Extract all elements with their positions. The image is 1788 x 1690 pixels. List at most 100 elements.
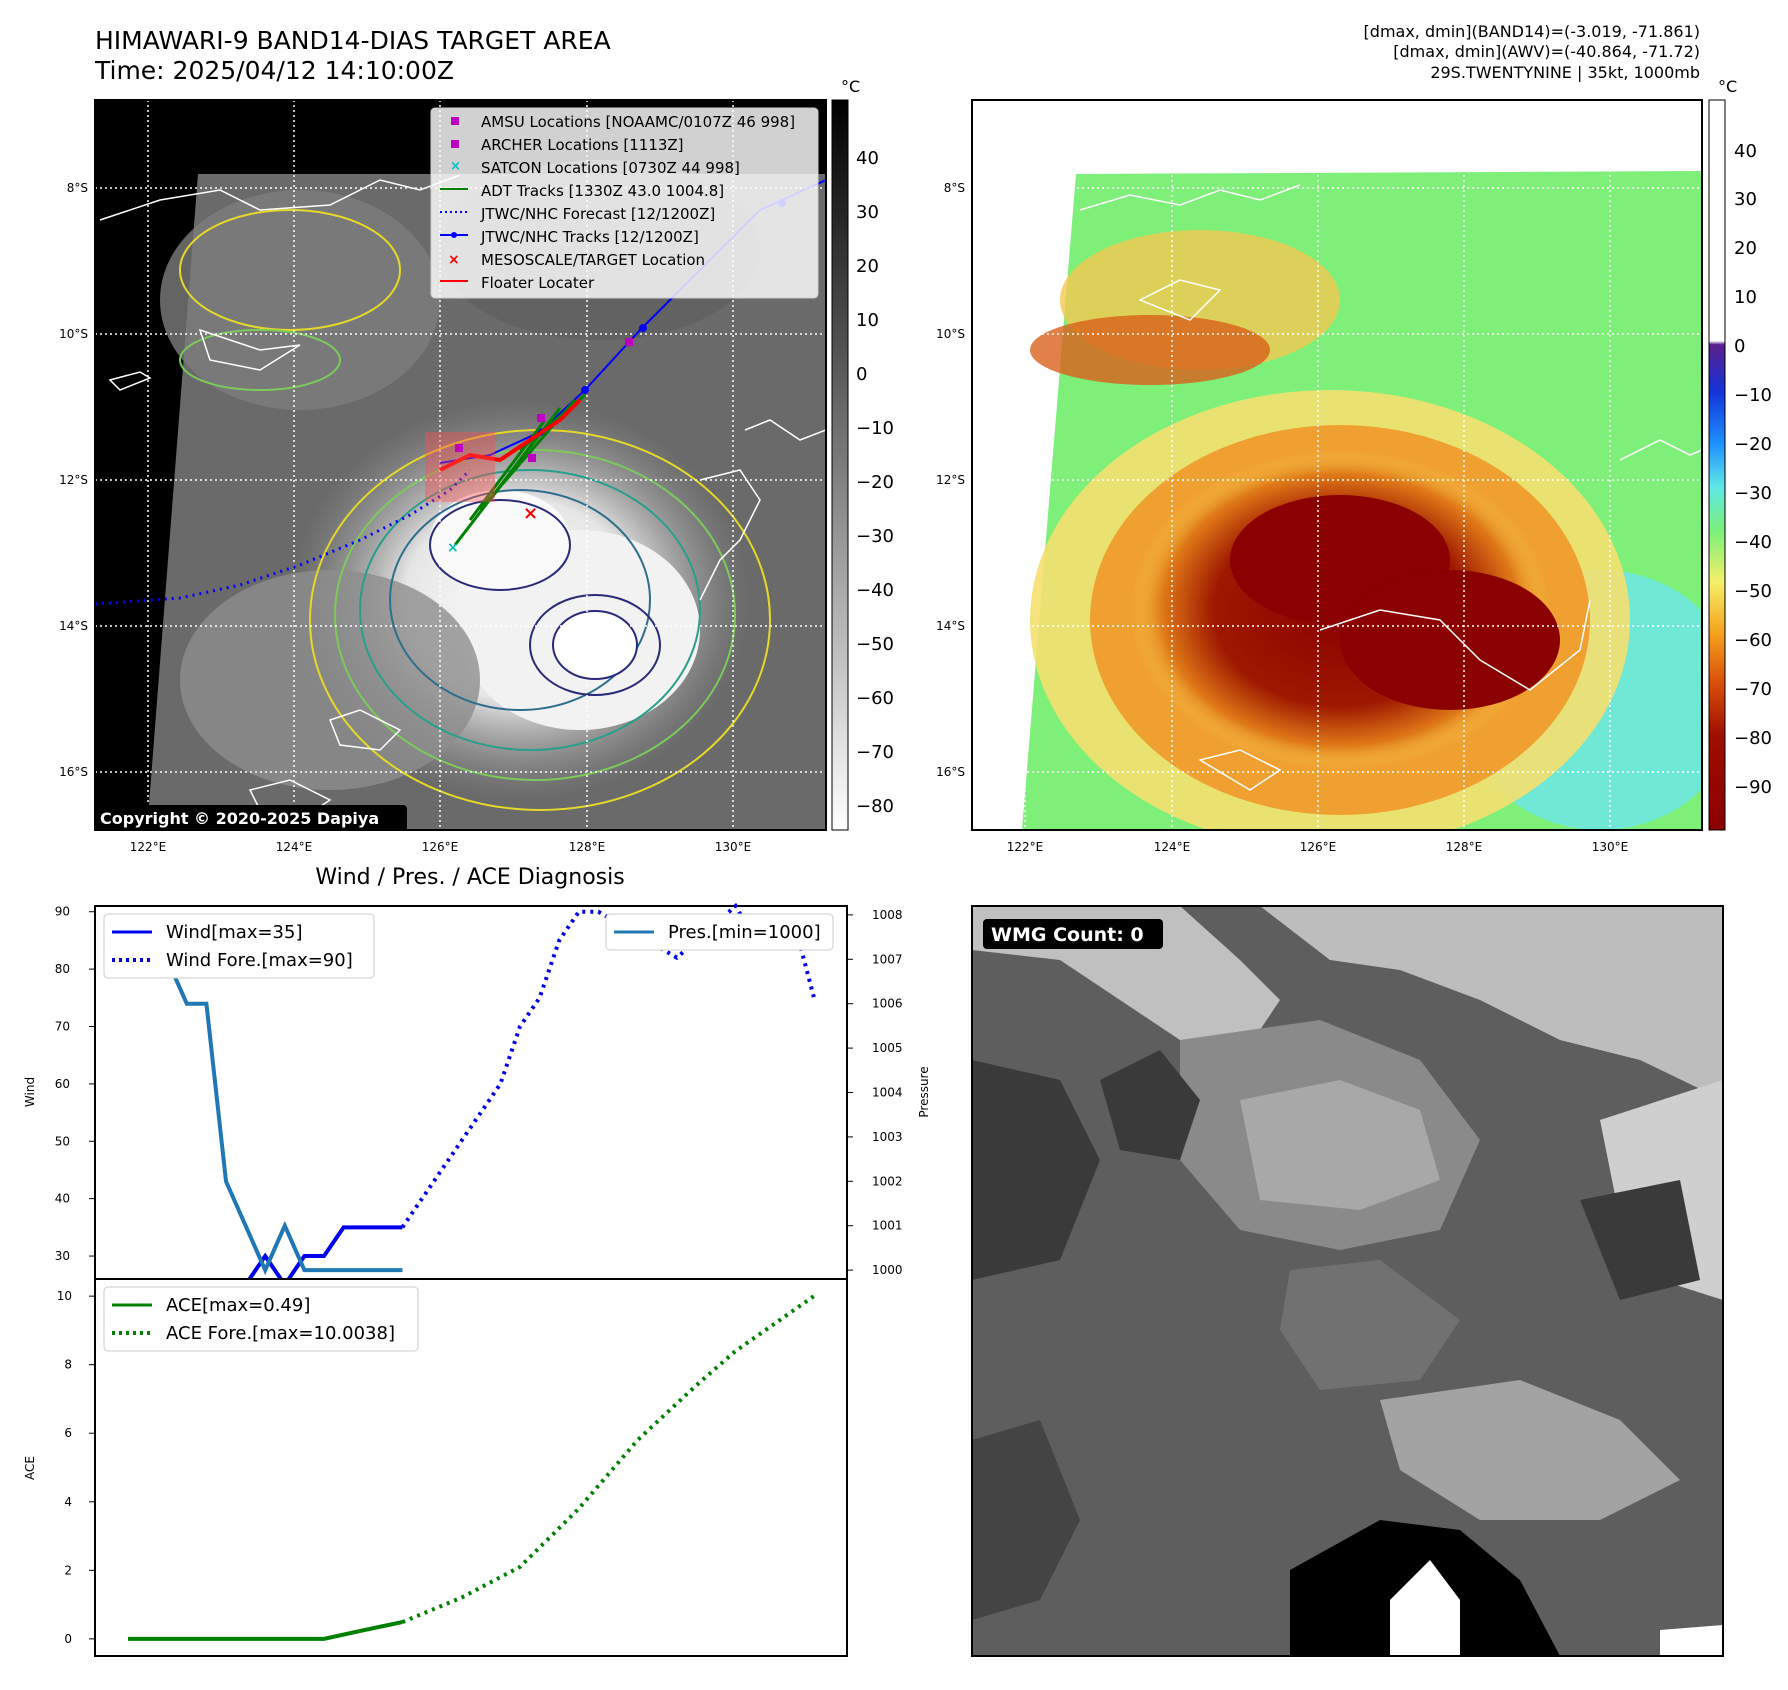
svg-text:8°S: 8°S — [67, 181, 88, 195]
wmg-frame — [971, 905, 1724, 1657]
svg-text:8°S: 8°S — [944, 181, 965, 195]
map-frame — [94, 99, 827, 831]
wind-tick-label: 60 — [55, 1077, 70, 1091]
ace-tick-label: 6 — [64, 1426, 72, 1440]
map-lon-labels: 122°E 124°E 126°E 128°E 130°E — [130, 840, 752, 854]
target-legend-icon: × — [448, 252, 460, 268]
legend-label-adt: ADT Tracks [1330Z 43.0 1004.8] — [481, 182, 724, 200]
svg-text:130°E: 130°E — [715, 840, 752, 854]
svg-text:20: 20 — [856, 256, 879, 277]
svg-text:12°S: 12°S — [936, 473, 965, 487]
wind-tick-label: 30 — [55, 1249, 70, 1263]
wmg-count-badge — [983, 919, 1163, 949]
legend-label-amsu: AMSU Locations [NOAAMC/0107Z 46 998] — [481, 113, 795, 131]
svg-text:°C: °C — [1718, 77, 1737, 96]
awv-lat-labels: 8°S 10°S 12°S 14°S 16°S — [936, 181, 965, 779]
svg-text:0: 0 — [1734, 336, 1745, 357]
svg-text:122°E: 122°E — [1007, 840, 1044, 854]
ace-tick-label: 0 — [64, 1632, 72, 1646]
page-title: HIMAWARI-9 BAND14-DIAS TARGET AREA — [95, 26, 611, 55]
wind-tick-label: 70 — [55, 1020, 70, 1034]
wmg-count-text: WMG Count: 0 — [991, 924, 1144, 946]
legend-label-floater: Floater Locater — [481, 274, 595, 292]
pressure-y-ticks: 1000 1001 1002 1003 1004 1005 1006 1007 1008 — [847, 908, 903, 1277]
legend-label-tracks: JTWC/NHC Tracks [12/1200Z] — [480, 228, 699, 246]
map-colorbar: °C 40 30 20 10 0 −10 −20 −30 −40 −50 −60… — [831, 77, 894, 831]
pressure-tick-label: 1008 — [872, 908, 903, 922]
svg-text:−70: −70 — [1734, 679, 1772, 700]
target-marker: × — [523, 503, 538, 524]
ace-axis-label: ACE — [23, 1456, 37, 1480]
svg-text:−50: −50 — [856, 634, 894, 655]
ace-legend-label: ACE[max=0.49] — [166, 1295, 310, 1316]
svg-text:−10: −10 — [1734, 385, 1772, 406]
pressure-legend-label: Pres.[min=1000] — [668, 922, 821, 943]
awv-map — [971, 99, 1703, 831]
svg-text:10°S: 10°S — [59, 327, 88, 341]
floater-locater-track — [439, 398, 582, 472]
svg-text:−30: −30 — [1734, 483, 1772, 504]
amsu-legend-icon — [451, 117, 459, 125]
svg-text:−80: −80 — [1734, 728, 1772, 749]
svg-text:10: 10 — [856, 310, 879, 331]
svg-text:−30: −30 — [856, 526, 894, 547]
ace-legend: ACE[max=0.49] ACE Fore.[max=10.0038] — [103, 1286, 419, 1352]
legend-label-target: MESOSCALE/TARGET Location — [481, 251, 705, 269]
ace-forecast-legend-label: ACE Fore.[max=10.0038] — [166, 1323, 395, 1344]
legend-label-satcon: SATCON Locations [0730Z 44 998] — [481, 159, 740, 177]
svg-text:Copyright © 2020-2025 Dapiya: Copyright © 2020-2025 Dapiya — [100, 809, 379, 828]
wind-tick-label: 40 — [55, 1192, 70, 1206]
wind-tick-label: 90 — [55, 905, 70, 919]
svg-text:30: 30 — [1734, 189, 1757, 210]
ace-line — [128, 1620, 403, 1641]
svg-text:10°S: 10°S — [936, 327, 965, 341]
satcon-marker: × — [447, 540, 459, 556]
pressure-tick-label: 1000 — [872, 1263, 903, 1277]
ace-tick-label: 10 — [57, 1289, 72, 1303]
diagnosis-chart-title: Wind / Pres. / ACE Diagnosis — [315, 865, 624, 890]
ace-tick-label: 2 — [64, 1563, 72, 1577]
svg-text:−90: −90 — [1734, 777, 1772, 798]
svg-text:20: 20 — [1734, 238, 1757, 259]
copyright-badge: Copyright © 2020-2025 Dapiya — [95, 805, 407, 831]
svg-text:126°E: 126°E — [422, 840, 459, 854]
pressure-tick-label: 1005 — [872, 1041, 903, 1055]
svg-text:122°E: 122°E — [130, 840, 167, 854]
pressure-tick-label: 1003 — [872, 1130, 903, 1144]
svg-text:128°E: 128°E — [569, 840, 606, 854]
pressure-axis-label: Pressure — [917, 1066, 931, 1117]
wind-forecast-legend-label: Wind Fore.[max=90] — [166, 950, 353, 971]
awv-gridlines — [972, 100, 1702, 830]
dmax-band14-readout: [dmax, dmin](BAND14)=(-3.019, -71.861) — [1363, 22, 1700, 41]
svg-text:−40: −40 — [1734, 532, 1772, 553]
pressure-tick-label: 1007 — [872, 952, 903, 966]
svg-text:−40: −40 — [856, 580, 894, 601]
wmg-panel: WMG Count: 0 — [971, 905, 1724, 1657]
svg-text:14°S: 14°S — [936, 619, 965, 633]
ace-tick-label: 4 — [64, 1495, 72, 1509]
svg-text:−80: −80 — [856, 796, 894, 817]
storm-info-readout: 29S.TWENTYNINE | 35kt, 1000mb — [1430, 63, 1700, 82]
svg-text:124°E: 124°E — [1154, 840, 1191, 854]
ace-chart: 0 2 4 6 8 10 ACE ACE[max=0.49] ACE Fore.[max=… — [23, 1278, 848, 1657]
pressure-tick-label: 1004 — [872, 1086, 903, 1100]
map-legend: × × AMSU Locations [NOAAMC/0107Z 46 998]… — [430, 107, 819, 299]
svg-text:−50: −50 — [1734, 581, 1772, 602]
wind-forecast-line — [400, 902, 816, 1229]
legend-label-archer: ARCHER Locations [1113Z] — [481, 136, 684, 154]
pressure-legend: Pres.[min=1000] — [605, 913, 834, 951]
svg-text:0: 0 — [856, 364, 867, 385]
awv-colorbar-ticks: 40 30 20 10 0 −10 −20 −30 −40 −50 −60 −7… — [1734, 141, 1772, 798]
observation-time: Time: 2025/04/12 14:10:00Z — [95, 56, 454, 85]
svg-text:126°E: 126°E — [1300, 840, 1337, 854]
svg-text:16°S: 16°S — [59, 765, 88, 779]
map-lat-labels: 8°S 10°S 12°S 14°S 16°S — [59, 181, 88, 779]
dmax-awv-readout: [dmax, dmin](AWV)=(-40.864, -71.72) — [1393, 42, 1700, 61]
amsu-marker — [455, 444, 463, 452]
wind-y-ticks: 30 40 50 60 70 80 90 — [55, 905, 95, 1263]
svg-text:−10: −10 — [856, 418, 894, 439]
ace-y-ticks: 0 2 4 6 8 10 — [57, 1289, 95, 1646]
svg-text:°C: °C — [841, 77, 860, 96]
